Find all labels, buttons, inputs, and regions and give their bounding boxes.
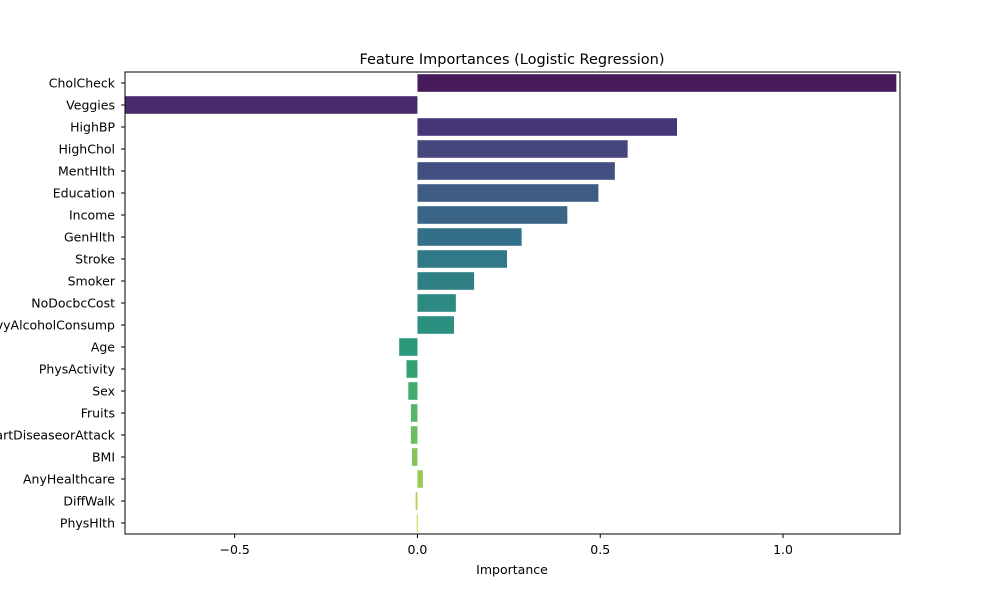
y-tick-label: Sex bbox=[92, 384, 115, 399]
bar-Veggies bbox=[125, 96, 418, 114]
y-tick-label: Smoker bbox=[68, 274, 116, 289]
y-tick-label: Age bbox=[91, 340, 115, 355]
y-axis-ticks: CholCheck Veggies HighBP HighChol MentHlth Ed… bbox=[0, 76, 125, 531]
y-tick-label: BMI bbox=[92, 450, 115, 465]
y-tick-label: Income bbox=[69, 208, 115, 223]
x-axis-ticks: −0.5 0.0 0.5 1.0 bbox=[219, 534, 793, 557]
bar-PhysHlth bbox=[416, 514, 418, 532]
x-tick-label: 1.0 bbox=[773, 542, 793, 557]
bar-Sex bbox=[408, 382, 418, 400]
bar-NoDocbcCost bbox=[417, 294, 456, 312]
bar-AnyHealthcare bbox=[417, 470, 423, 488]
y-tick-label: Education bbox=[53, 186, 115, 201]
y-tick-label: AnyHealthcare bbox=[23, 472, 115, 487]
bar-HighChol bbox=[417, 140, 628, 158]
bar-Age bbox=[399, 338, 418, 356]
x-axis-label: Importance bbox=[476, 562, 548, 577]
bar-HvyAlcoholConsump bbox=[417, 316, 455, 334]
bar-HeartDiseaseorAttack bbox=[410, 426, 418, 444]
bar-Education bbox=[417, 184, 599, 202]
y-tick-label: HvyAlcoholConsump bbox=[0, 318, 115, 333]
bar-BMI bbox=[411, 448, 418, 466]
bar-GenHlth bbox=[417, 228, 522, 246]
bar-group bbox=[125, 74, 897, 532]
plot-frame bbox=[124, 71, 901, 535]
bar-Income bbox=[417, 206, 568, 224]
y-tick-label: PhysHlth bbox=[60, 516, 115, 531]
bar-Smoker bbox=[417, 272, 475, 290]
bar-MentHlth bbox=[417, 162, 615, 180]
y-tick-label: CholCheck bbox=[49, 76, 116, 91]
y-tick-label: NoDocbcCost bbox=[31, 296, 115, 311]
y-tick-label: GenHlth bbox=[64, 230, 115, 245]
y-tick-label: HighBP bbox=[70, 120, 115, 135]
bar-PhysActivity bbox=[406, 360, 418, 378]
y-tick-label: Fruits bbox=[81, 406, 115, 421]
bar-Fruits bbox=[410, 404, 418, 422]
x-tick-label: 0.0 bbox=[408, 542, 428, 557]
bar-CholCheck bbox=[417, 74, 897, 92]
chart-title: Feature Importances (Logistic Regression… bbox=[359, 52, 664, 68]
y-tick-label: HighChol bbox=[58, 142, 115, 157]
y-tick-label: MentHlth bbox=[58, 164, 115, 179]
bar-DiffWalk bbox=[415, 492, 418, 510]
y-tick-label: DiffWalk bbox=[63, 494, 115, 509]
y-tick-label: Veggies bbox=[66, 98, 115, 113]
y-tick-label: HeartDiseaseorAttack bbox=[0, 428, 116, 443]
y-tick-label: Stroke bbox=[75, 252, 115, 267]
x-tick-label: −0.5 bbox=[219, 542, 249, 557]
y-tick-label: PhysActivity bbox=[39, 362, 116, 377]
x-tick-label: 0.5 bbox=[590, 542, 610, 557]
bar-Stroke bbox=[417, 250, 508, 268]
bar-HighBP bbox=[417, 118, 678, 136]
